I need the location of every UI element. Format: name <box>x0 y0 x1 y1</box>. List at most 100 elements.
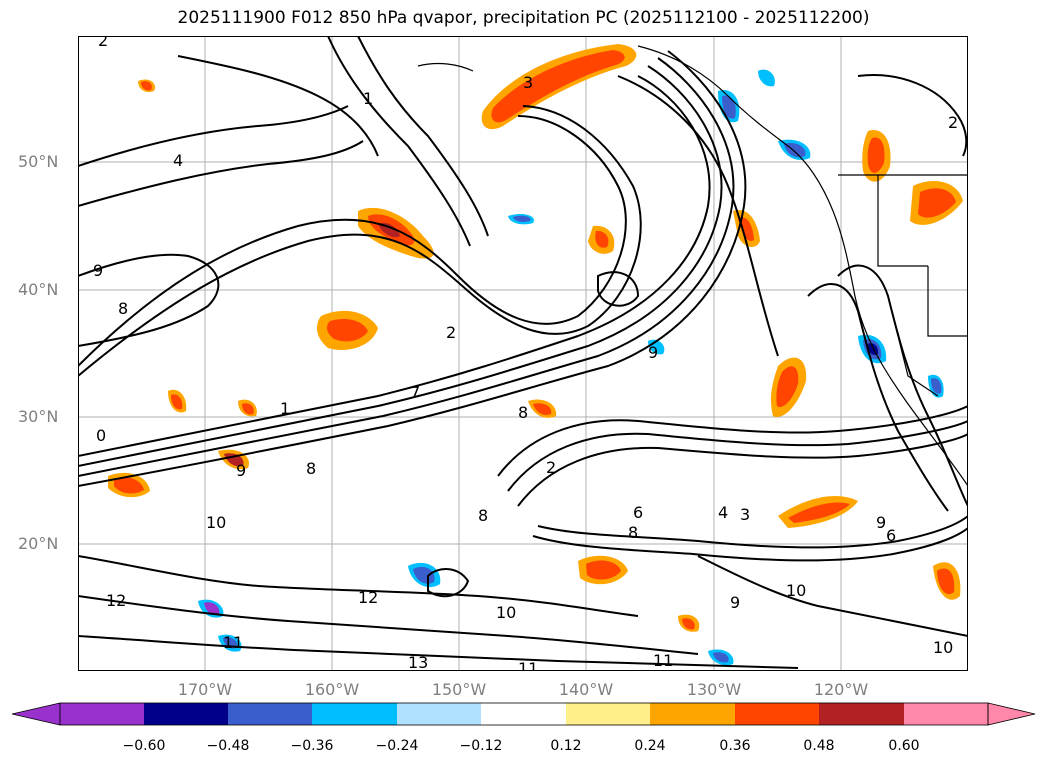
contour-line <box>507 420 968 492</box>
colorbar <box>11 702 1036 726</box>
contour-line <box>78 115 627 367</box>
precip-region-gulf-small-core <box>242 403 254 415</box>
colorbar-extend-low <box>11 702 61 726</box>
coastline-island-chain <box>417 62 474 72</box>
contour-line <box>357 36 489 237</box>
contour-line <box>78 140 364 207</box>
contour-label: 9 <box>648 343 658 362</box>
colorbar-segment <box>312 703 397 725</box>
map-canvas[interactable]: 2 4 9 8 0 2 1 8 9 7 2 10 9 8 12 10 13 11… <box>78 36 968 671</box>
precip-region-gulf-alaska-core <box>491 50 625 123</box>
contour-line <box>497 405 968 477</box>
contour-line <box>697 555 968 637</box>
contour-label: 13 <box>408 653 428 671</box>
contour-label: 9 <box>876 513 886 532</box>
contour-label: 2 <box>446 323 456 342</box>
colorbar-tick-label: 0.12 <box>550 738 582 754</box>
lon-label-160w: 160°W <box>304 680 360 699</box>
contour-line <box>532 527 968 562</box>
colorbar-segment <box>481 703 566 725</box>
colorbar-tick-label: 0.24 <box>634 738 666 754</box>
contour-label: 4 <box>718 503 728 522</box>
contour-line <box>78 635 799 669</box>
precip-region-mid-pacific-2-core <box>326 319 368 342</box>
colorbar-extend-high <box>987 702 1036 726</box>
lon-label-120w: 120°W <box>813 680 869 699</box>
contour-label: 0 <box>96 426 106 445</box>
precip-neg-south-4-core <box>713 652 729 663</box>
precip-positive-regions <box>108 44 963 632</box>
contour-line <box>857 74 968 157</box>
contour-line <box>327 36 471 247</box>
graticule <box>78 36 968 671</box>
contour-label: 11 <box>653 651 673 670</box>
precip-region-east-1-core <box>738 217 754 242</box>
colorbar-tick-label: −0.36 <box>290 738 334 754</box>
contour-label: 7 <box>410 383 420 402</box>
contour-label: 9 <box>93 261 103 280</box>
contour-label: 8 <box>118 299 128 318</box>
contour-label: 3 <box>523 73 533 92</box>
precip-neg-east-core <box>931 378 942 394</box>
contour-label: 2 <box>98 36 108 50</box>
contour-line <box>78 75 711 457</box>
contour-label: 8 <box>518 403 528 422</box>
precip-neg-coast-1-core <box>722 95 736 119</box>
lat-label-30n: 30°N <box>18 407 59 426</box>
colorbar-segment <box>819 703 904 725</box>
precip-region-northeast-core <box>918 188 956 218</box>
contour-label: 10 <box>933 638 953 657</box>
contour-label: 9 <box>236 461 246 480</box>
contour-line <box>78 595 699 655</box>
contour-line <box>78 105 642 377</box>
contour-label: 10 <box>496 603 516 622</box>
contour-label: 4 <box>173 151 183 170</box>
contour-label: 10 <box>786 581 806 600</box>
border-state-2 <box>927 266 968 337</box>
contour-line <box>78 555 639 617</box>
contour-label: 9 <box>730 593 740 612</box>
contour-label: 2 <box>948 113 958 132</box>
contour-line <box>597 271 640 307</box>
map-panel[interactable]: 2 4 9 8 0 2 1 8 9 7 2 10 9 8 12 10 13 11… <box>78 36 968 671</box>
colorbar-segment <box>904 703 988 725</box>
colorbar-segment <box>60 703 144 725</box>
precip-region-top-left-core <box>141 81 152 91</box>
lon-label-170w: 170°W <box>177 680 233 699</box>
colorbar-tick-label: 0.36 <box>719 738 751 754</box>
contour-label: 12 <box>358 588 378 607</box>
lat-label-50n: 50°N <box>18 152 59 171</box>
contour-line <box>427 568 470 598</box>
precip-region-subtropical-core <box>788 502 850 523</box>
precip-region-mid-east-small-core <box>533 403 552 415</box>
contour-label: 8 <box>628 523 638 542</box>
contour-line <box>78 57 735 477</box>
precip-region-se-1-core <box>937 568 955 595</box>
contour-label: 10 <box>206 513 226 532</box>
contour-line <box>78 50 747 487</box>
precip-region-west-2-core <box>114 477 144 494</box>
colorbar-segment <box>735 703 819 725</box>
colorbar-outline <box>59 702 989 726</box>
lon-label-130w: 130°W <box>686 680 742 699</box>
lat-label-20n: 20°N <box>18 534 59 553</box>
colorbar-tick-label: −0.24 <box>375 738 419 754</box>
precip-region-central-core <box>595 230 609 248</box>
precip-region-sw-small-core <box>682 618 695 630</box>
contour-line <box>78 65 723 467</box>
precip-neg-northeast <box>758 69 775 87</box>
coastlines <box>417 45 968 487</box>
lon-label-140w: 140°W <box>558 680 614 699</box>
colorbar-tick-label: −0.48 <box>206 738 250 754</box>
coastline-north-america <box>637 45 968 487</box>
contour-line <box>78 105 349 167</box>
precip-region-west-1-core <box>171 394 183 410</box>
colorbar-segment <box>566 703 650 725</box>
lat-label-40n: 40°N <box>18 280 59 299</box>
contour-label: 11 <box>223 633 243 652</box>
figure-title: 2025111900 F012 850 hPa qvapor, precipit… <box>177 8 870 28</box>
border-state-1 <box>877 175 928 267</box>
lon-label-150w: 150°W <box>431 680 487 699</box>
colorbar-segment <box>228 703 312 725</box>
precip-neg-south-1-core <box>413 566 435 584</box>
